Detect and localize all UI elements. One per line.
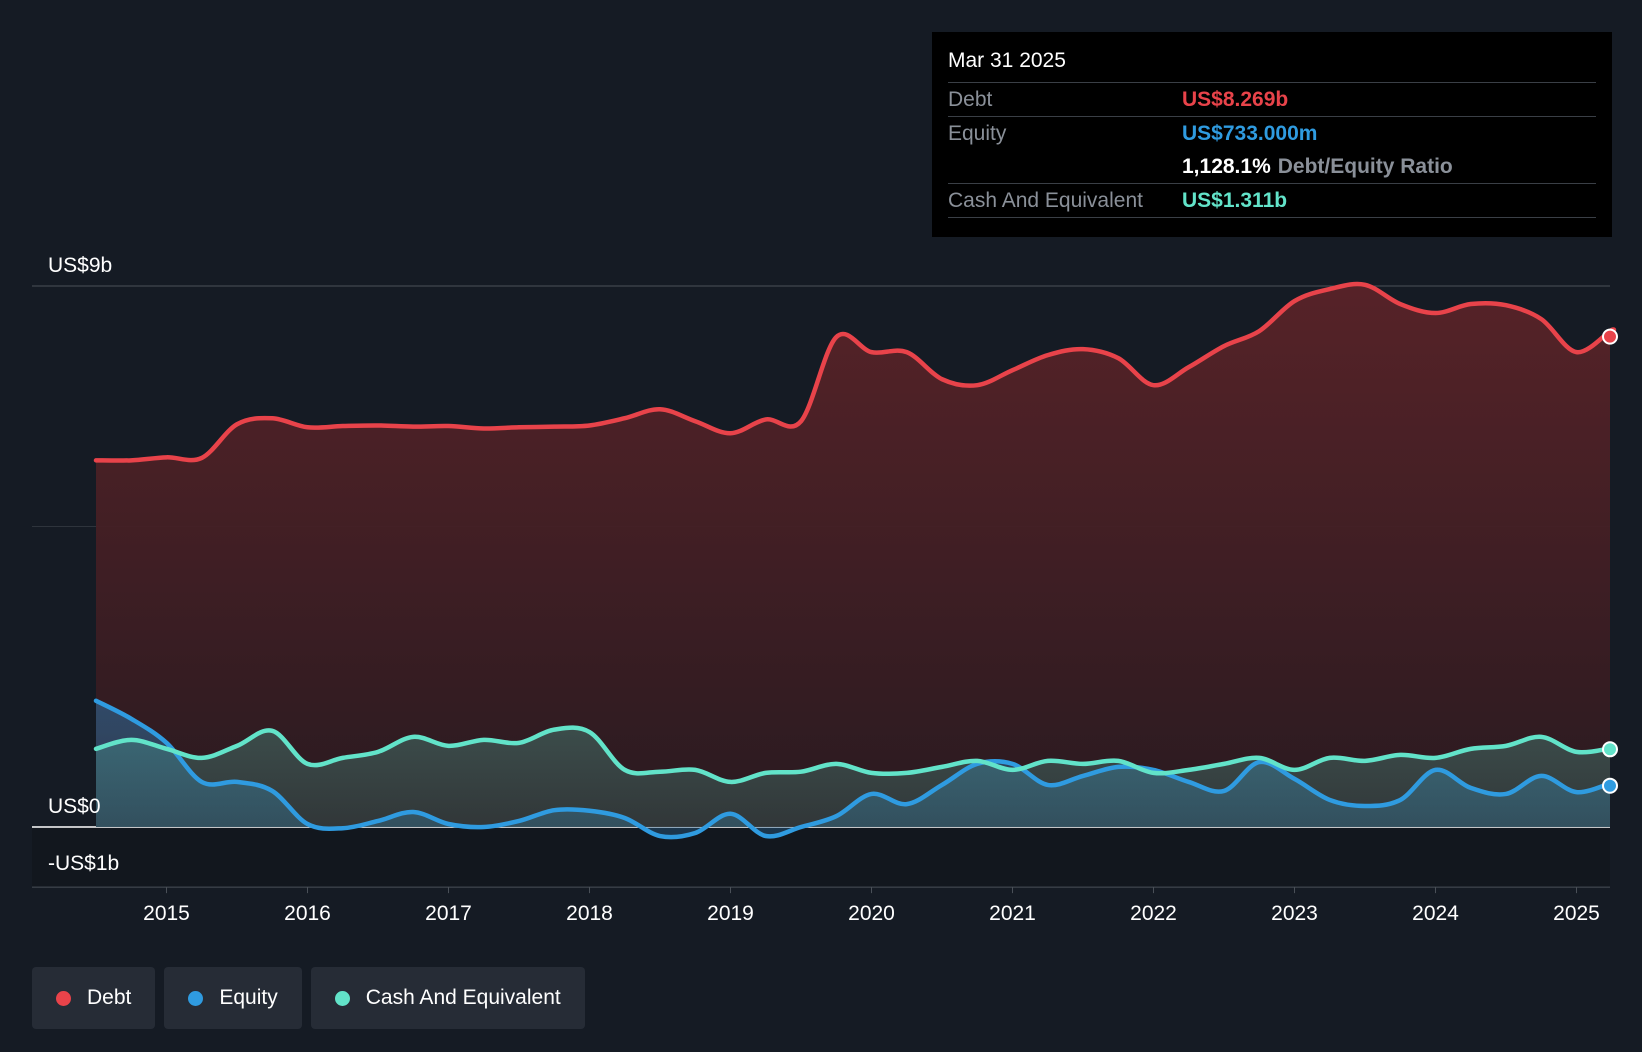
series-lines <box>93 281 1617 840</box>
line-cash-and-equivalent <box>93 725 1617 785</box>
marker-cash-and-equivalent <box>1602 741 1618 758</box>
series-areas <box>96 284 1614 838</box>
x-tick-label: 2021 <box>989 902 1036 925</box>
y-tick-label: US$9b <box>48 254 112 277</box>
tooltip-debt-value: US$8.269b <box>1182 87 1289 111</box>
x-tick-label: 2024 <box>1412 902 1459 925</box>
legend-label-cash: Cash And Equivalent <box>365 986 561 1009</box>
x-tick-label: 2022 <box>1130 902 1177 925</box>
legend-item-cash[interactable]: Cash And Equivalent <box>310 967 585 1029</box>
marker-equity <box>1602 777 1618 794</box>
legend-dot-cash <box>334 990 350 1006</box>
tooltip-row-cash: Cash And Equivalent US$1.311b <box>948 183 1596 218</box>
legend: Debt Equity Cash And Equivalent <box>32 967 585 1029</box>
x-tick-label: 2019 <box>707 902 754 925</box>
legend-label-debt: Debt <box>87 986 132 1009</box>
tooltip-panel: Mar 31 2025 Debt US$8.269b Equity US$733… <box>932 32 1612 237</box>
x-tick-label: 2015 <box>143 902 190 925</box>
x-axis-labels: 2015 2016 2017 2018 2019 2020 2021 2022 2023 2024… <box>143 887 1600 925</box>
tooltip-row-debt: Debt US$8.269b <box>948 82 1596 116</box>
tooltip-cash-label: Cash And Equivalent <box>948 188 1143 212</box>
line-debt <box>93 281 1617 463</box>
x-tick-label: 2018 <box>566 902 613 925</box>
legend-item-debt[interactable]: Debt <box>32 967 156 1029</box>
y-tick-label: US$0 <box>48 795 101 818</box>
tooltip-date: Mar 31 2025 <box>948 49 1066 72</box>
tooltip-ratio-value: 1,128.1% <box>1182 154 1271 178</box>
line-equity <box>93 698 1617 840</box>
legend-dot-equity <box>188 990 204 1006</box>
x-tick-label: 2017 <box>425 902 472 925</box>
x-tick-label: 2025 <box>1553 902 1600 925</box>
tooltip-cash-value: US$1.311b <box>1182 188 1288 212</box>
x-tick-label: 2016 <box>284 902 331 925</box>
x-tick-label: 2023 <box>1271 902 1318 925</box>
area-cash-and-equivalent <box>96 727 1614 827</box>
forecast-region-shade <box>32 827 1610 888</box>
tooltip-ratio-label: Debt/Equity Ratio <box>1277 154 1453 178</box>
tooltip-equity-value: US$733.000m <box>1182 121 1318 145</box>
legend-dot-debt <box>56 990 71 1006</box>
legend-label-equity: Equity <box>219 986 278 1009</box>
legend-item-equity[interactable]: Equity <box>164 967 302 1029</box>
x-tick-label: 2020 <box>848 902 895 925</box>
end-markers <box>1602 328 1618 794</box>
area-debt <box>96 284 1614 827</box>
y-tick-label: -US$1b <box>48 852 119 875</box>
tooltip-debt-label: Debt <box>948 87 993 111</box>
y-axis-labels: US$9b US$0 -US$1b <box>48 254 119 875</box>
marker-debt <box>1602 328 1618 345</box>
tooltip-row-equity: Equity US$733.000m <box>948 116 1596 150</box>
tooltip-equity-label: Equity <box>948 121 1007 145</box>
tooltip-row-ratio: 1,128.1% Debt/Equity Ratio <box>948 150 1596 183</box>
